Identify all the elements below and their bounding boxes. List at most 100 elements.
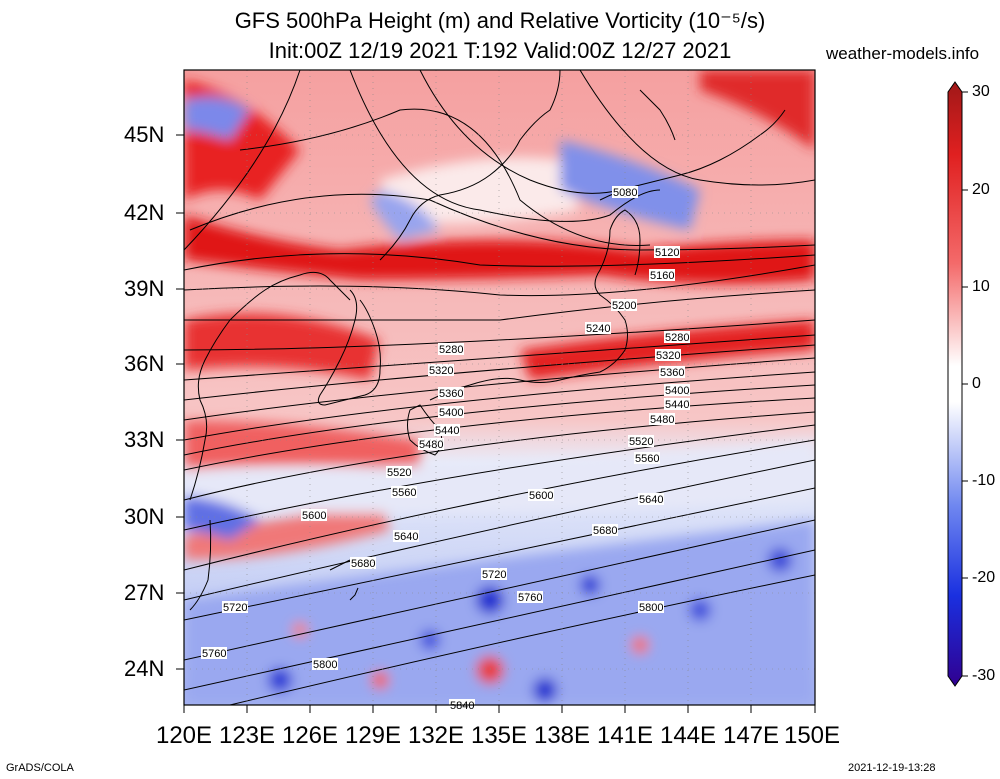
contour-label: 5800 (638, 601, 664, 614)
svg-text:5480: 5480 (650, 414, 674, 426)
contour-label: 5280 (664, 331, 690, 344)
lon-label: 144E (659, 722, 717, 749)
svg-text:5520: 5520 (387, 467, 411, 479)
lon-label: 135E (470, 722, 528, 749)
colorbar-label: 0 (972, 375, 981, 392)
lat-label: 36N (124, 351, 165, 376)
colorbar-label: -30 (972, 667, 996, 684)
chart-title: GFS 500hPa Height (m) and Relative Vorti… (234, 8, 766, 33)
contour-label: 5640 (393, 530, 419, 543)
contour-label: 5480 (649, 413, 675, 426)
svg-text:5560: 5560 (392, 487, 416, 499)
svg-text:5600: 5600 (529, 490, 553, 502)
svg-text:5360: 5360 (439, 388, 463, 400)
lon-label: 147E (722, 722, 780, 749)
svg-text:5600: 5600 (302, 510, 326, 522)
height-contours (184, 70, 815, 705)
contour-label: 5520 (628, 435, 654, 448)
lon-label: 150E (783, 722, 841, 749)
colorbar-label: -10 (972, 472, 996, 489)
colorbar-label: 10 (972, 278, 990, 295)
svg-text:5320: 5320 (656, 350, 680, 362)
svg-text:5760: 5760 (202, 648, 226, 660)
svg-text:5680: 5680 (593, 525, 617, 537)
lon-label: 138E (533, 722, 591, 749)
lon-label: 141E (596, 722, 654, 749)
lat-label: 39N (124, 276, 165, 301)
contour-label: 5680 (350, 557, 376, 570)
lat-label: 33N (124, 427, 165, 452)
contour-label: 5320 (428, 364, 454, 377)
svg-text:5800: 5800 (313, 659, 337, 671)
svg-text:5760: 5760 (518, 592, 542, 604)
contour-label: 5280 (438, 343, 464, 356)
contour-label: 5160 (649, 269, 675, 282)
svg-text:5560: 5560 (635, 453, 659, 465)
contour-label: 5800 (312, 658, 338, 671)
svg-text:5520: 5520 (629, 436, 653, 448)
contour-label: 5440 (664, 398, 690, 411)
contour-label: 5200 (611, 299, 637, 312)
contour-label: 5600 (301, 509, 327, 522)
contour-label: 5400 (438, 406, 464, 419)
contour-label: 5400 (664, 384, 690, 397)
colorbar-label: 30 (972, 83, 990, 100)
contour-label: 5560 (634, 452, 660, 465)
colorbar-label: -20 (972, 569, 996, 586)
svg-text:5640: 5640 (394, 531, 418, 543)
contour-label: 5520 (386, 466, 412, 479)
svg-text:5400: 5400 (439, 407, 463, 419)
contour-label: 5120 (654, 246, 680, 259)
svg-text:5720: 5720 (223, 602, 247, 614)
lat-label: 27N (124, 580, 165, 605)
lon-label: 129E (344, 722, 402, 749)
svg-text:5720: 5720 (482, 569, 506, 581)
lon-label: 126E (281, 722, 339, 749)
svg-text:5200: 5200 (612, 300, 636, 312)
contour-label: 5560 (391, 486, 417, 499)
lat-label: 42N (124, 200, 165, 225)
footer-left: GrADS/COLA (6, 762, 74, 774)
lon-label: 123E (218, 722, 276, 749)
contour-label: 5480 (418, 438, 444, 451)
contour-label: 5760 (517, 591, 543, 604)
lat-label: 45N (124, 122, 165, 147)
contour-label: 5720 (222, 601, 248, 614)
svg-text:5080: 5080 (613, 187, 637, 199)
vorticity-field (184, 70, 815, 705)
contour-label: 5080 (612, 186, 638, 199)
svg-text:5640: 5640 (639, 494, 663, 506)
lat-label: 24N (124, 656, 165, 681)
svg-text:5680: 5680 (351, 558, 375, 570)
contour-label: 5240 (585, 322, 611, 335)
chart-subtitle: Init:00Z 12/19 2021 T:192 Valid:00Z 12/2… (268, 38, 732, 63)
svg-text:5320: 5320 (429, 365, 453, 377)
axis-ticks (176, 134, 816, 713)
footer-right: 2021-12-19-13:28 (848, 762, 936, 774)
contour-label: 5760 (201, 647, 227, 660)
svg-text:5160: 5160 (650, 270, 674, 282)
svg-text:5480: 5480 (419, 439, 443, 451)
site-credit: weather-models.info (826, 44, 980, 63)
lon-label: 120E (155, 722, 213, 749)
lon-label: 132E (407, 722, 465, 749)
colorbar (947, 81, 968, 687)
svg-text:5440: 5440 (665, 399, 689, 411)
svg-text:5440: 5440 (435, 425, 459, 437)
contour-label: 5320 (655, 349, 681, 362)
contour-label: 5360 (659, 366, 685, 379)
colorbar-label: 20 (972, 181, 990, 198)
svg-text:5840: 5840 (450, 700, 474, 712)
svg-text:5240: 5240 (586, 323, 610, 335)
svg-text:5280: 5280 (439, 344, 463, 356)
contour-labels: 5080 5120 5160 5200 5240 5280 5280 5320 … (201, 186, 690, 712)
contour-label: 5600 (528, 489, 554, 502)
contour-label: 5640 (638, 493, 664, 506)
contour-label: 5720 (481, 568, 507, 581)
svg-text:5800: 5800 (639, 602, 663, 614)
svg-text:5280: 5280 (665, 332, 689, 344)
contour-label: 5360 (438, 387, 464, 400)
lat-label: 30N (124, 504, 165, 529)
svg-text:5360: 5360 (660, 367, 684, 379)
